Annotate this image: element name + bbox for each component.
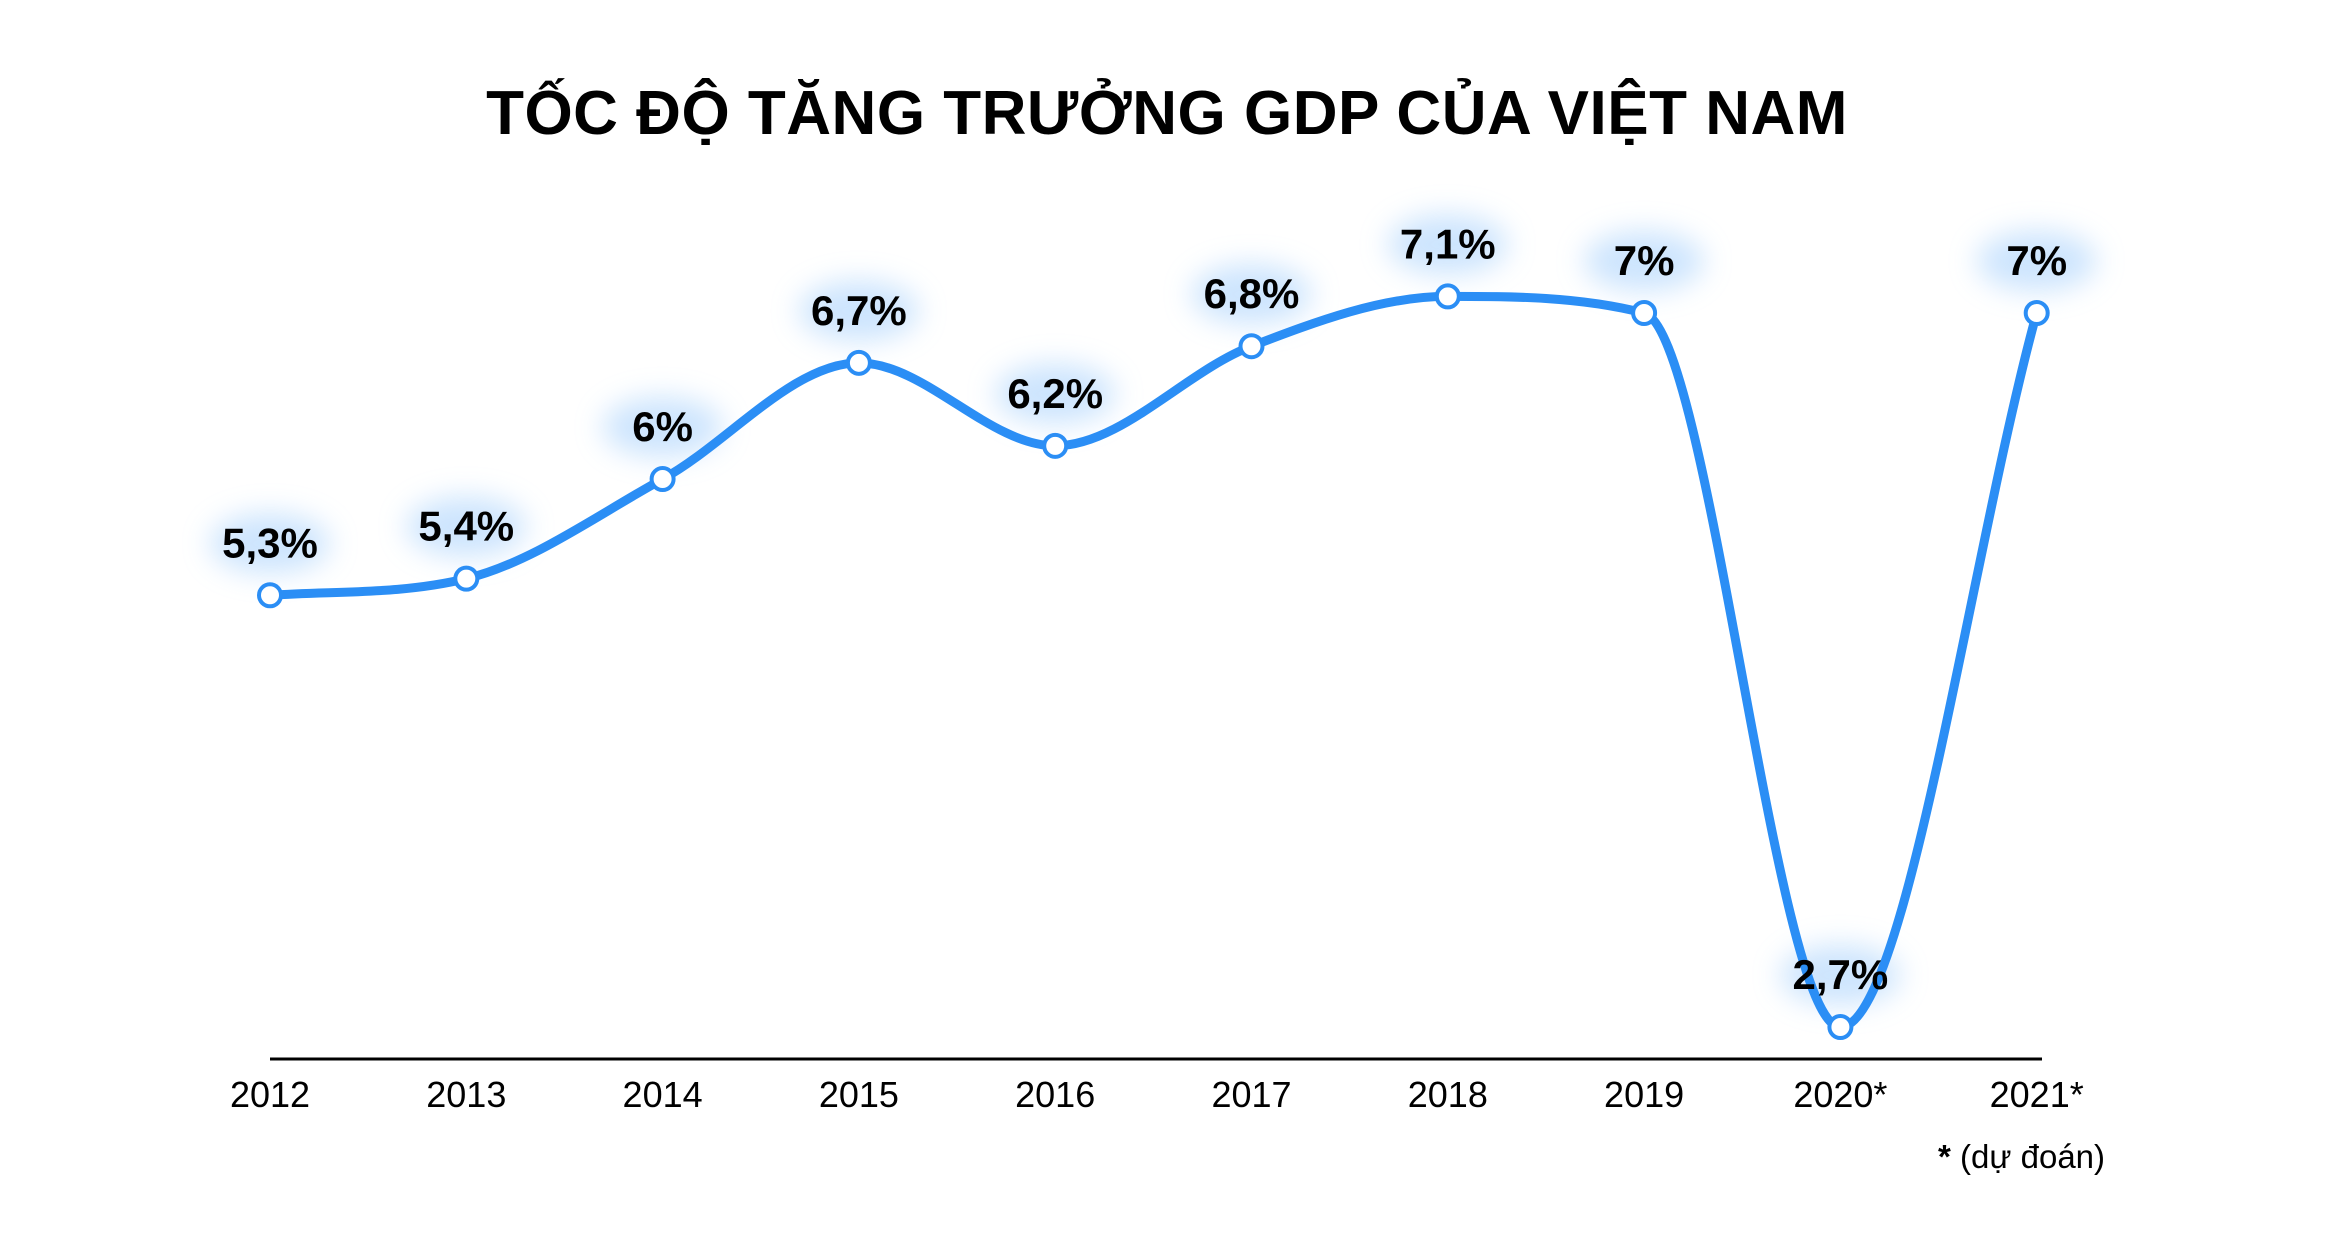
data-label-glow bbox=[210, 513, 330, 574]
data-label: 6,8% bbox=[1204, 270, 1300, 317]
x-tick-label: 2015 bbox=[819, 1074, 899, 1115]
data-point bbox=[1238, 333, 1265, 360]
data-point bbox=[1827, 1014, 1854, 1040]
data-point bbox=[845, 349, 872, 376]
data-label: 6% bbox=[632, 403, 693, 450]
x-tick-label: 2020* bbox=[1793, 1074, 1887, 1115]
data-point bbox=[1631, 300, 1658, 326]
data-label-glow bbox=[1191, 264, 1312, 325]
data-point bbox=[649, 466, 676, 493]
data-label: 6,7% bbox=[811, 287, 907, 334]
x-tick-label: 2016 bbox=[1015, 1074, 1095, 1115]
data-label: 5,3% bbox=[222, 519, 318, 566]
data-label: 7% bbox=[1614, 237, 1675, 284]
data-points bbox=[257, 283, 2050, 1040]
series-line bbox=[265, 291, 2042, 1032]
chart-title: TỐC ĐỘ TĂNG TRƯỞNG GDP CỦA VIỆT NAM bbox=[486, 79, 1848, 148]
data-point bbox=[257, 582, 283, 609]
data-label: 2,7% bbox=[1793, 951, 1889, 998]
footnote: * (dự đoán) bbox=[1938, 1138, 2105, 1176]
footnote-star: * bbox=[1938, 1138, 1951, 1175]
x-tick-label: 2019 bbox=[1604, 1074, 1684, 1115]
x-tick-label: 2018 bbox=[1408, 1074, 1488, 1115]
data-label-glow bbox=[1976, 231, 2097, 291]
footnote-text: (dự đoán) bbox=[1950, 1138, 2106, 1175]
data-labels: 5,3% 5,4% 6% 6,7% 6,2% 6,8% 7,1% 7% 2,7% 7% bbox=[222, 220, 2067, 998]
x-tick-label: 2021* bbox=[1990, 1074, 2084, 1115]
x-tick-labels: 2012 2013 2014 2015 2016 2017 2018 2019 2020* 202… bbox=[230, 1074, 2084, 1115]
data-label-glow bbox=[602, 397, 723, 458]
x-tick-label: 2013 bbox=[426, 1074, 506, 1115]
data-point bbox=[2023, 300, 2050, 326]
x-tick-label: 2017 bbox=[1211, 1074, 1291, 1115]
data-label: 6,2% bbox=[1007, 370, 1103, 417]
data-label-glow bbox=[798, 280, 919, 341]
data-label-glow bbox=[1584, 231, 1705, 291]
data-label-glow bbox=[995, 363, 1116, 424]
data-label-glow bbox=[406, 496, 527, 557]
x-tick-label: 2012 bbox=[230, 1074, 310, 1115]
data-point bbox=[453, 565, 480, 592]
data-label: 7,1% bbox=[1400, 220, 1496, 267]
label-glows bbox=[210, 214, 2097, 1005]
data-point bbox=[1434, 283, 1461, 310]
data-label-glow bbox=[1387, 214, 1508, 275]
data-point bbox=[1042, 432, 1069, 459]
x-tick-label: 2014 bbox=[623, 1074, 703, 1115]
data-label: 5,4% bbox=[418, 503, 514, 550]
data-label: 7% bbox=[2006, 237, 2067, 284]
